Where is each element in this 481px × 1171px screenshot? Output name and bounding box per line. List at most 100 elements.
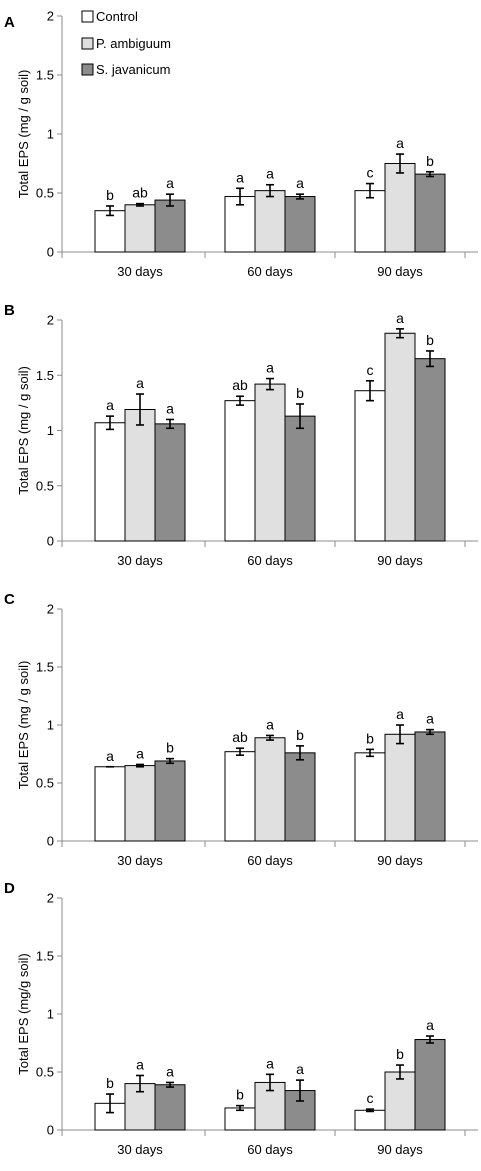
bar bbox=[254, 383, 286, 542]
bar bbox=[254, 190, 286, 253]
bar bbox=[384, 332, 416, 542]
significance-label: a bbox=[266, 1055, 274, 1071]
y-tick-label: 1.5 bbox=[36, 368, 54, 383]
bar bbox=[224, 751, 256, 842]
panel-b: B 0 0.5 1 1.5 2 30 days 60 days 90 days Total EPS… bbox=[4, 302, 478, 568]
y-tick-label: 1 bbox=[47, 1007, 54, 1022]
bar bbox=[94, 422, 126, 542]
panel-letter: B bbox=[4, 302, 15, 319]
bar bbox=[154, 760, 186, 842]
bar bbox=[354, 1109, 386, 1131]
significance-label: a bbox=[136, 375, 144, 391]
x-category-label: 30 days bbox=[117, 553, 163, 568]
x-category-label: 90 days bbox=[377, 553, 423, 568]
significance-label: a bbox=[136, 745, 144, 761]
x-category-label: 60 days bbox=[247, 853, 293, 868]
legend-swatch-s-javanicum bbox=[81, 63, 94, 76]
legend-label-control: Control bbox=[96, 9, 138, 24]
bar bbox=[414, 358, 446, 542]
x-category-label: 60 days bbox=[247, 1142, 293, 1157]
y-tick-label: 0 bbox=[47, 245, 54, 260]
y-tick-label: 0.5 bbox=[36, 1065, 54, 1080]
significance-label: a bbox=[236, 169, 244, 185]
bar bbox=[224, 400, 256, 542]
significance-label: b bbox=[296, 727, 304, 743]
significance-label: b bbox=[366, 730, 374, 746]
y-tick-label: 0.5 bbox=[36, 186, 54, 201]
bar bbox=[224, 196, 256, 253]
x-category-label: 30 days bbox=[117, 853, 163, 868]
significance-label: a bbox=[266, 166, 274, 182]
bar bbox=[224, 1107, 256, 1131]
bar bbox=[154, 1084, 186, 1131]
panel-letter: C bbox=[4, 591, 15, 608]
x-category-label: 90 days bbox=[377, 264, 423, 279]
significance-label: ab bbox=[232, 729, 248, 745]
legend-label-s-javanicum: S. javanicum bbox=[96, 62, 170, 77]
y-tick-label: 1 bbox=[47, 423, 54, 438]
legend-label-p-ambiguum: P. ambiguum bbox=[96, 36, 171, 51]
bar bbox=[284, 196, 316, 253]
y-tick-label: 1 bbox=[47, 127, 54, 142]
y-tick-label: 2 bbox=[47, 891, 54, 906]
bar bbox=[414, 1039, 446, 1131]
significance-label: a bbox=[396, 135, 404, 151]
significance-label: b bbox=[106, 1075, 114, 1091]
significance-label: a bbox=[426, 1017, 434, 1033]
significance-label: a bbox=[266, 360, 274, 376]
bar bbox=[354, 752, 386, 842]
y-tick-label: 0 bbox=[47, 1123, 54, 1138]
x-category-label: 60 days bbox=[247, 553, 293, 568]
significance-label: a bbox=[136, 1056, 144, 1072]
significance-label: a bbox=[396, 706, 404, 722]
y-tick-label: 1 bbox=[47, 718, 54, 733]
bar bbox=[124, 204, 156, 253]
x-category-label: 30 days bbox=[117, 264, 163, 279]
panel-d: D 0 0.5 1 1.5 2 30 days 60 days 90 days Total EPS… bbox=[4, 880, 478, 1157]
y-axis-label: Total EPS (mg / g soil) bbox=[16, 661, 31, 790]
y-tick-label: 1.5 bbox=[36, 660, 54, 675]
bar bbox=[124, 765, 156, 842]
y-tick-label: 0 bbox=[47, 834, 54, 849]
y-tick-label: 1.5 bbox=[36, 68, 54, 83]
significance-label: b bbox=[396, 1046, 404, 1062]
y-axis-label: Total EPS (mg / g soil) bbox=[16, 366, 31, 495]
significance-label: a bbox=[166, 1063, 174, 1079]
bar bbox=[284, 752, 316, 842]
panel-letter: A bbox=[4, 14, 15, 31]
y-tick-label: 1.5 bbox=[36, 949, 54, 964]
panel-a: A 0 0.5 1 1.5 2 30 days 60 days 90 days Total EPS… bbox=[4, 9, 478, 279]
x-category-label: 90 days bbox=[377, 1142, 423, 1157]
significance-label: b bbox=[426, 332, 434, 348]
y-tick-label: 2 bbox=[47, 313, 54, 328]
significance-label: ab bbox=[232, 377, 248, 393]
significance-label: a bbox=[106, 397, 114, 413]
bar bbox=[384, 1071, 416, 1131]
bar bbox=[254, 737, 286, 842]
bar bbox=[284, 415, 316, 542]
significance-label: a bbox=[266, 716, 274, 732]
bar bbox=[354, 190, 386, 253]
legend-swatch-control bbox=[81, 10, 94, 23]
panels: A 0 0.5 1 1.5 2 30 days 60 days 90 days Total EPS… bbox=[4, 9, 478, 1157]
significance-label: a bbox=[106, 748, 114, 764]
bar bbox=[384, 733, 416, 842]
bar bbox=[154, 423, 186, 542]
x-category-label: 60 days bbox=[247, 264, 293, 279]
panel-c: C 0 0.5 1 1.5 2 30 days 60 days 90 days Total EPS… bbox=[4, 591, 478, 868]
y-axis-label: Total EPS (mg/g soil) bbox=[16, 953, 31, 1074]
y-tick-label: 0.5 bbox=[36, 478, 54, 493]
y-axis-label: Total EPS (mg / g soil) bbox=[16, 70, 31, 199]
x-category-label: 30 days bbox=[117, 1142, 163, 1157]
significance-label: a bbox=[296, 1061, 304, 1077]
significance-label: a bbox=[166, 400, 174, 416]
bar bbox=[124, 409, 156, 542]
significance-label: c bbox=[367, 165, 374, 181]
significance-label: b bbox=[236, 1087, 244, 1103]
bar bbox=[94, 210, 126, 253]
x-category-label: 90 days bbox=[377, 853, 423, 868]
significance-label: ab bbox=[132, 185, 148, 201]
significance-label: a bbox=[396, 310, 404, 326]
